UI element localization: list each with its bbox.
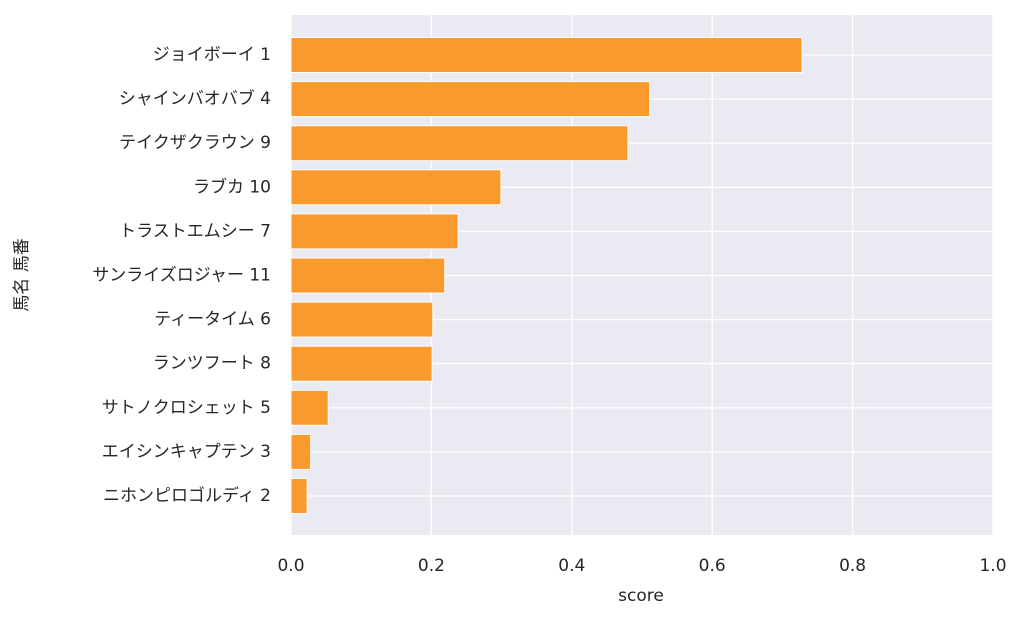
bar (290, 169, 502, 206)
y-axis-label: 馬名 馬番 (12, 238, 32, 311)
bar (290, 125, 629, 162)
y-tick-label: エイシンキャプテン 3 (102, 442, 271, 462)
x-tick-label: 1.0 (979, 556, 1006, 576)
bar (290, 478, 308, 514)
x-axis-label: score (618, 586, 664, 606)
y-tick-label: サトノクロシェット 5 (102, 398, 271, 418)
y-tick-label: ジョイボーイ 1 (153, 45, 271, 65)
y-tick-label: ラブカ 10 (193, 176, 271, 197)
y-tick-label: ティータイム 6 (154, 310, 271, 330)
x-tick-label: 0.8 (839, 556, 866, 576)
x-tick-label: 0.6 (699, 556, 726, 576)
bar (290, 345, 433, 382)
bar (290, 257, 446, 294)
y-tick-label: ニホンピロゴルディ 2 (103, 485, 271, 506)
bar (290, 389, 329, 426)
y-tick-label: ランツフート 8 (153, 354, 271, 374)
bar (290, 301, 434, 338)
x-tick-label: 0.4 (558, 556, 585, 576)
x-tick-label: 0.2 (418, 556, 445, 576)
y-tick-label: サンライズロジャー 11 (92, 266, 271, 286)
y-tick-label: シャインバオバブ 4 (119, 88, 271, 109)
bar (290, 213, 459, 250)
bar (290, 81, 651, 118)
y-tick-label: トラストエムシー 7 (119, 221, 271, 241)
bar (290, 37, 803, 73)
bar (290, 433, 312, 470)
y-tick-label: テイクザクラウン 9 (119, 133, 271, 153)
x-tick-label: 0.0 (277, 556, 304, 576)
